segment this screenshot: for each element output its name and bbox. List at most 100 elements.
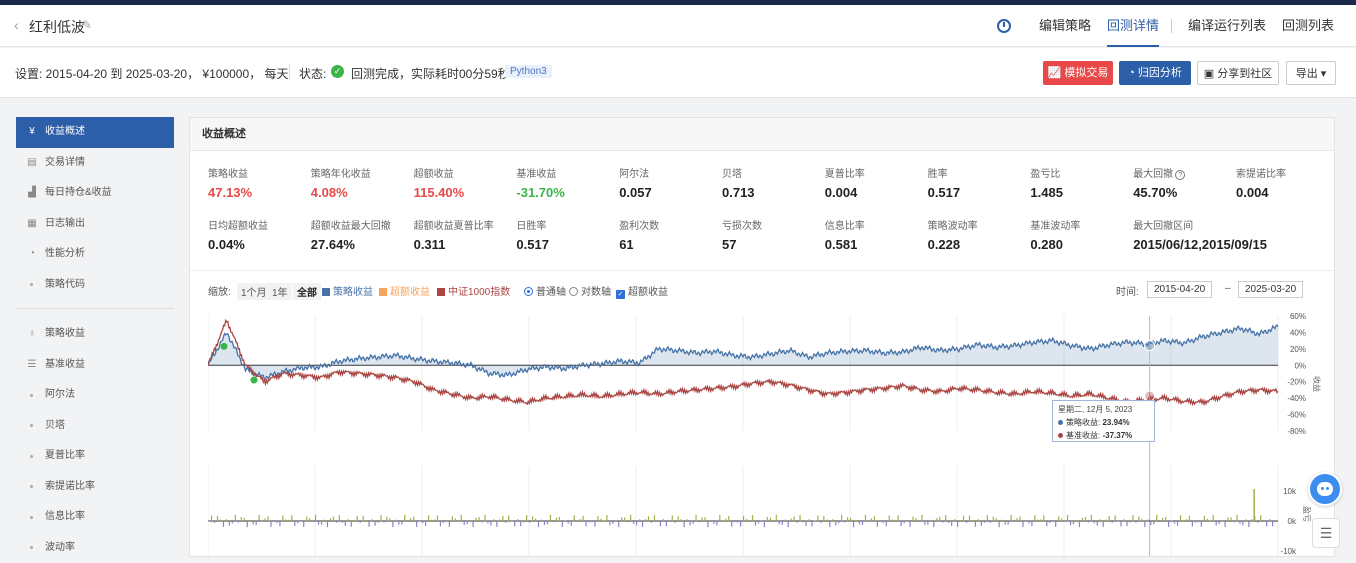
sidebar-item-code[interactable]: 策略代码 (16, 270, 174, 301)
nav-backtest-list[interactable]: 回测列表 (1282, 5, 1334, 47)
pnl-bar (321, 521, 322, 525)
tooltip-date: 星期二, 12月 5, 2023 (1058, 404, 1149, 415)
export-dropdown-button[interactable]: 导出 ▾ (1286, 61, 1336, 85)
pnl-bar (993, 517, 994, 521)
pnl-bar (467, 521, 468, 524)
bullet-dot (30, 516, 33, 519)
pnl-bar (960, 520, 961, 521)
pnl-bar (921, 515, 922, 521)
pnl-bar (363, 516, 364, 521)
pnl-bar (597, 516, 598, 521)
sidebar-item-log[interactable]: ▦日志输出 (16, 209, 174, 240)
pnl-bar (1112, 521, 1113, 523)
pnl-bar (1052, 521, 1053, 522)
pnl-bar (1109, 516, 1110, 521)
pnl-bar (208, 521, 209, 522)
pnl-bar (912, 517, 913, 521)
metric-label: 盈利次数 (619, 217, 719, 232)
legend-benchmark[interactable]: 中证1000指数 (437, 283, 510, 298)
sidebar-label: 基准收益 (45, 350, 85, 380)
pnl-bar (773, 521, 774, 522)
pnl-bar (366, 520, 367, 521)
sidebar-item-benchmark-return[interactable]: ☰基准收益 (16, 350, 174, 381)
metric-value: 0.517 (928, 185, 1028, 200)
pnl-bar (419, 521, 420, 522)
pnl-bar (1216, 521, 1217, 525)
sidebar-item-strategy-return[interactable]: ♁策略收益 (16, 319, 174, 350)
sidebar-label: 日志输出 (45, 209, 85, 239)
pnl-bar (1019, 517, 1020, 521)
pnl-bar (1248, 521, 1249, 527)
pnl-bar (214, 521, 215, 523)
sidebar-item-positions[interactable]: ▟每日持仓&收益 (16, 178, 174, 209)
nav-backtest-detail[interactable]: 回测详情 (1107, 5, 1159, 47)
edit-pencil-icon[interactable]: ✎ (82, 18, 92, 32)
tooltip-row-strategy: 策略收益: 23.94% (1058, 417, 1149, 428)
pnl-bar (553, 521, 554, 522)
pnl-bar (591, 521, 592, 522)
chart-tooltip: 星期二, 12月 5, 2023 策略收益: 23.94% 基准收益: -37.… (1052, 400, 1155, 442)
share-community-button[interactable]: ▣ 分享到社区 (1197, 61, 1279, 85)
axis-log-radio[interactable]: 对数轴 (569, 283, 611, 298)
sidebar-item-sortino[interactable]: 索提诺比率 (16, 472, 174, 503)
pnl-bar (434, 519, 435, 521)
pnl-bar (318, 521, 319, 525)
pnl-bar (431, 520, 432, 521)
pnl-bar (663, 519, 664, 521)
pnl-bar (535, 519, 536, 521)
pnl-bar (1031, 521, 1032, 526)
y-tick-label: -40% (1287, 394, 1306, 403)
axis-normal-radio[interactable]: 普通轴 (524, 283, 566, 298)
attribution-button[interactable]: ◔ 归因分析 (1119, 61, 1191, 85)
pnl-bar (1070, 521, 1071, 525)
nav-edit-strategy[interactable]: 编辑策略 (1039, 5, 1091, 47)
sidebar-item-beta[interactable]: 贝塔 (16, 411, 174, 442)
assistant-bot-icon[interactable] (1308, 472, 1342, 506)
metric-value: 61 (619, 237, 719, 252)
pnl-bar (526, 515, 527, 521)
legend-excess[interactable]: 超额收益 (379, 283, 430, 298)
list-menu-icon[interactable]: ☰ (1312, 518, 1340, 548)
excess-checkbox[interactable]: ✓超额收益 (616, 283, 668, 299)
simulate-trade-button[interactable]: 📈 模拟交易 (1043, 61, 1113, 85)
sidebar-item-sharpe[interactable]: 夏普比率 (16, 441, 174, 472)
metric-metrics_row1-9: 最大回撤?45.70% (1133, 165, 1233, 200)
sidebar-item-perf[interactable]: ◔性能分析 (16, 239, 174, 270)
pnl-bar (226, 519, 227, 521)
metric-label-row: 最大回撤? (1133, 165, 1233, 180)
pnl-bar (1180, 515, 1181, 521)
back-chevron-icon[interactable]: ‹ (14, 17, 19, 33)
date-to-input[interactable]: 2025-03-20 (1238, 281, 1303, 298)
sidebar-item-trades[interactable]: ▤交易详情 (16, 148, 174, 179)
legend-strategy[interactable]: 策略收益 (322, 283, 373, 298)
pnl-bar (999, 521, 1000, 527)
pnl-bar (1251, 519, 1252, 521)
date-from-input[interactable]: 2015-04-20 (1147, 281, 1212, 298)
sidebar-item-volatility[interactable]: 波动率 (16, 533, 174, 563)
sidebar-item-info-ratio[interactable]: 信息比率 (16, 502, 174, 533)
pnl-bar (722, 520, 723, 521)
sidebar-item-overview[interactable]: ¥收益概述 (16, 117, 174, 148)
zoom-1y-button[interactable]: 1年 (268, 283, 292, 300)
pnl-bar (428, 515, 429, 521)
pnl-bar (1103, 521, 1104, 527)
pnl-bar (1213, 515, 1214, 521)
nav-compile-list[interactable]: 编译运行列表 (1188, 5, 1266, 47)
pnl-bar (217, 516, 218, 521)
pnl-bar (285, 519, 286, 521)
metric-value: 0.713 (722, 185, 822, 200)
pnl-bar (470, 520, 471, 521)
pnl-bar (547, 521, 548, 524)
pnl-bar (886, 521, 887, 526)
pnl-bar (487, 521, 488, 523)
pnl-bar (333, 517, 334, 521)
sidebar-item-alpha[interactable]: 阿尔法 (16, 380, 174, 411)
pnl-bar (814, 520, 815, 521)
help-icon[interactable]: ? (1175, 170, 1185, 180)
pnl-bar (1040, 519, 1041, 521)
zoom-all-button[interactable]: 全部 (293, 283, 321, 300)
zoom-1m-button[interactable]: 1个月 (237, 283, 271, 300)
